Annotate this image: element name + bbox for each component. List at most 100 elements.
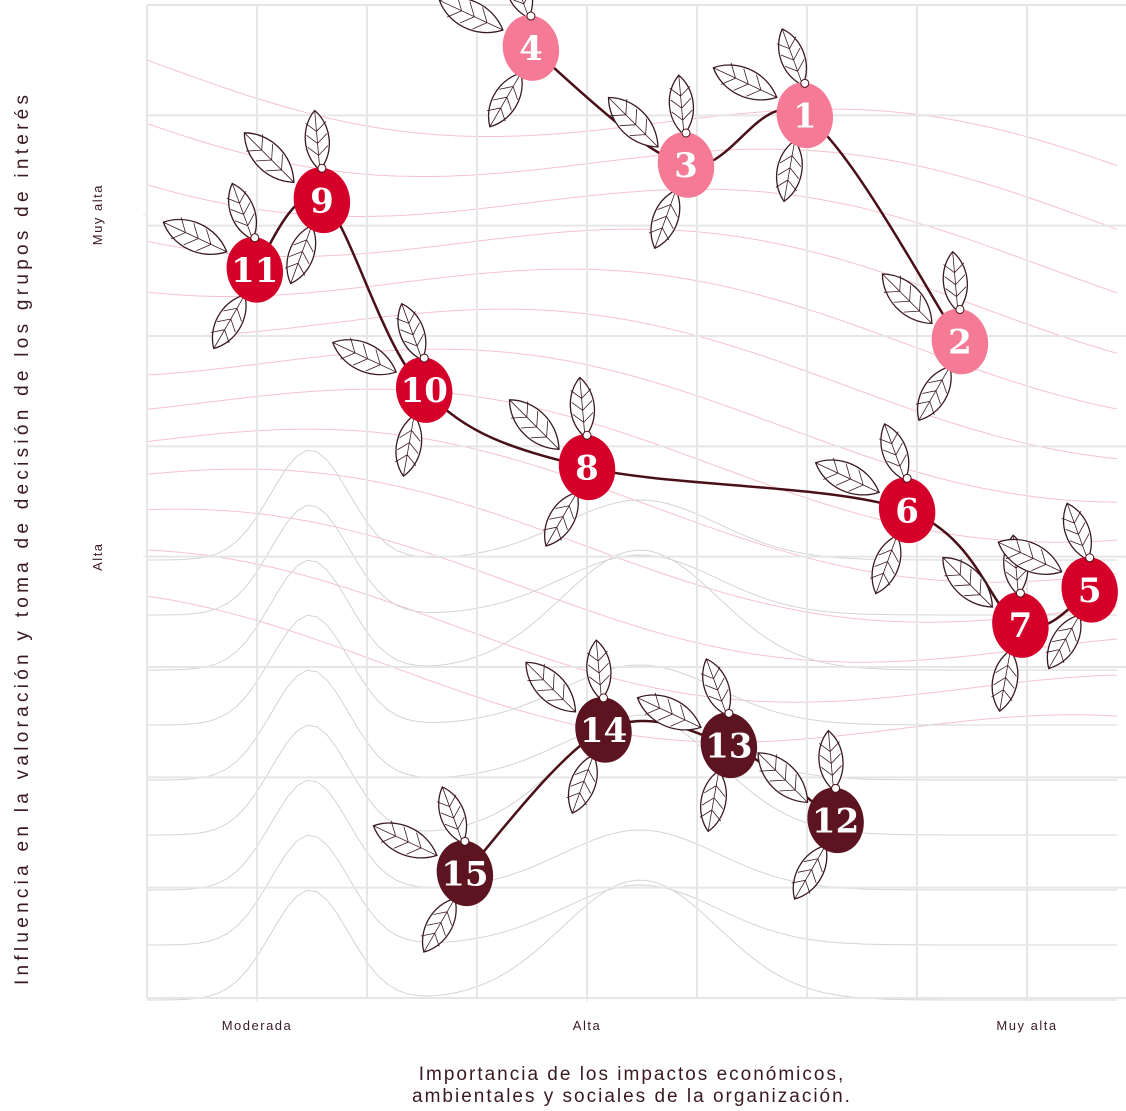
background-wave	[147, 879, 1117, 1001]
leaf-blade	[504, 0, 534, 19]
leaf	[791, 844, 828, 900]
branch-line	[530, 47, 961, 343]
leaf-vein	[775, 140, 802, 202]
grid	[146, 4, 1126, 999]
bean	[992, 592, 1049, 658]
background-wave	[146, 468, 1118, 623]
x-tick-label: Moderada	[222, 1018, 293, 1033]
leaf	[569, 376, 596, 439]
bean-dot	[526, 11, 536, 21]
leaf	[915, 365, 952, 422]
leaf	[942, 250, 968, 313]
bean-label: 12	[812, 801, 859, 841]
bean-dot	[1085, 553, 1095, 563]
leaf-vein	[870, 535, 899, 594]
background-waves	[146, 59, 1118, 1001]
leaf-vein	[163, 217, 227, 253]
leaf	[699, 769, 727, 833]
leaf-vein	[305, 110, 329, 171]
leaf-vein	[284, 225, 314, 284]
leaf	[372, 820, 438, 859]
leaf-vein	[878, 423, 907, 481]
background-wave	[147, 834, 1117, 946]
leaf	[870, 534, 902, 595]
bean-dot	[681, 128, 691, 138]
bean-dot	[317, 163, 327, 173]
bean-dot	[419, 353, 429, 363]
x-tick-label: Muy alta	[996, 1018, 1057, 1033]
leaf-vein	[586, 640, 610, 700]
bean-dot	[800, 78, 810, 88]
leaf	[607, 96, 659, 148]
leaf-vein	[566, 754, 596, 814]
leaf-vein	[486, 72, 522, 127]
y-tick-label: Alta	[90, 542, 105, 570]
leaf-vein	[396, 303, 424, 361]
leaf	[991, 649, 1019, 713]
bean	[395, 357, 453, 423]
leaf-vein	[525, 662, 576, 713]
leaf	[542, 491, 579, 547]
leaf	[757, 752, 809, 804]
bean	[575, 697, 632, 763]
leaf	[508, 399, 560, 450]
leaf-vein	[776, 28, 805, 86]
leaf	[210, 293, 247, 350]
background-wave	[147, 549, 1117, 671]
bean-dot	[1015, 588, 1025, 598]
leaf-vein	[509, 399, 560, 450]
bean	[436, 840, 494, 907]
leaf	[566, 753, 598, 815]
leaf	[668, 74, 695, 136]
leaf	[226, 182, 257, 241]
leaf-vein	[1045, 614, 1081, 669]
leaf-vein	[420, 898, 456, 953]
leaf-vein	[819, 730, 842, 791]
bean-label: 6	[895, 491, 919, 531]
leaf	[636, 692, 702, 731]
leaf	[878, 423, 910, 482]
leaf-vein	[943, 251, 967, 312]
leaf-vein	[669, 75, 693, 136]
leaf	[776, 28, 807, 87]
leaf-vein	[332, 337, 397, 373]
bean-label: 9	[310, 181, 334, 221]
leaf-vein	[502, 0, 531, 19]
leaf	[1061, 502, 1092, 561]
background-wave	[147, 714, 1117, 836]
background-wave	[146, 123, 1118, 230]
bean-dot	[831, 783, 841, 793]
leaf	[331, 337, 398, 376]
leaf	[712, 62, 778, 101]
bean-label: 15	[441, 854, 488, 894]
leaf	[586, 639, 612, 701]
leaf-vein	[394, 414, 421, 477]
background-wave	[146, 549, 1118, 703]
x-axis-title: ambientales y sociales de la organizació…	[412, 1086, 852, 1107]
x-axis-title: Importancia de los impactos económicos,	[419, 1064, 846, 1085]
bean-dot	[250, 233, 260, 243]
leaf-vein	[815, 457, 880, 493]
leaf-vein	[608, 97, 659, 148]
leaf	[502, 0, 534, 19]
leaf-vein	[439, 0, 504, 31]
bean-label: 14	[580, 711, 627, 751]
background-wave	[146, 595, 1118, 743]
background-wave	[146, 388, 1118, 543]
leaf-vein	[791, 845, 826, 900]
leaf	[486, 72, 523, 128]
bean	[807, 787, 864, 854]
leaf	[284, 224, 317, 285]
background-wave	[147, 449, 1117, 561]
leaf-vein	[699, 770, 726, 832]
bean	[502, 15, 560, 81]
x-tick-label: Alta	[573, 1018, 601, 1033]
leaf-vein	[648, 189, 678, 249]
leaf-vein	[373, 820, 438, 856]
background-wave	[147, 779, 1117, 891]
bean-label: 7	[1009, 606, 1033, 646]
leaf-vein	[637, 692, 702, 728]
bean	[1061, 556, 1118, 623]
bean-label: 13	[705, 726, 752, 766]
leaf	[1045, 613, 1082, 670]
